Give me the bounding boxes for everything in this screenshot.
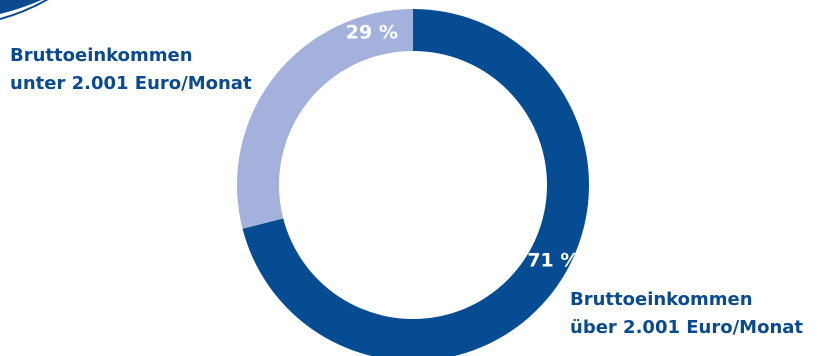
category-label-high-line2: über 2.001 Euro/Monat [570, 317, 804, 338]
value-label-low-income: 29 % [346, 21, 398, 43]
category-label-high-line1: Bruttoeinkommen [570, 289, 753, 310]
donut-slice-low-income [236, 9, 413, 229]
value-label-high-income: 71 % [527, 250, 579, 272]
category-label-low-income: Bruttoeinkommen unter 2.001 Euro/Monat [10, 42, 252, 98]
corner-decoration-line [0, 0, 49, 20]
corner-decoration [0, 0, 42, 14]
donut-slices [236, 9, 589, 356]
category-label-low-line1: Bruttoeinkommen [10, 45, 193, 66]
donut-value-labels: 71 % 29 % [346, 21, 580, 271]
category-label-high-income: Bruttoeinkommen über 2.001 Euro/Monat [570, 286, 803, 342]
category-label-low-line2: unter 2.001 Euro/Monat [10, 73, 252, 94]
